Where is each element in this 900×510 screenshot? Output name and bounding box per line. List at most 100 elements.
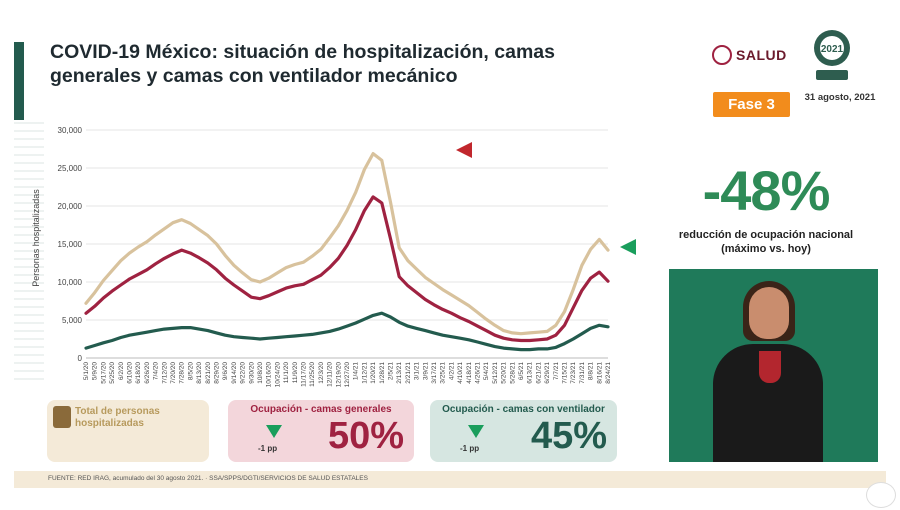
x-tick-label: 6/10/20 — [127, 362, 134, 384]
x-tick-label: 5/12/21 — [492, 362, 499, 384]
card-percentage: 50% — [327, 415, 404, 457]
series-line-2 — [84, 311, 610, 352]
salud-logo: SALUD — [712, 44, 794, 66]
x-tick-label: 9/14/20 — [231, 362, 238, 384]
x-tick-label: 8/8/21 — [588, 362, 595, 380]
hospitalization-line-chart: 0 5,000 10,000 15,000 20,000 25,000 30,000 5/1/… — [58, 126, 610, 388]
interpreter-face — [749, 287, 789, 339]
x-tick-label: 1/12/21 — [361, 362, 368, 384]
card-general-beds: Ocupación - camas generales -1 pp 50% — [228, 400, 414, 462]
x-tick-label: 5/17/20 — [100, 362, 107, 384]
x-tick-label: 7/23/21 — [570, 362, 577, 384]
x-tick-label: 12/27/20 — [344, 362, 351, 388]
x-tick-label: 3/9/21 — [422, 362, 429, 380]
card-title: Ocupación - camas con ventilador — [442, 404, 605, 415]
x-tick-label: 2/21/21 — [405, 362, 412, 384]
x-tick-label: 7/28/20 — [179, 362, 186, 384]
x-tick-label: 1/28/21 — [379, 362, 386, 384]
x-tick-label: 5/20/21 — [501, 362, 508, 384]
x-tick-label: 7/12/20 — [161, 362, 168, 384]
x-tick-label: 4/26/21 — [475, 362, 482, 384]
svg-text:2021: 2021 — [821, 44, 844, 55]
x-tick-label: 7/31/21 — [579, 362, 586, 384]
x-tick-label: 6/2/20 — [118, 362, 125, 380]
y-tick-label: 0 — [78, 354, 83, 363]
x-tick-label: 6/18/20 — [135, 362, 142, 384]
x-tick-label: 8/21/20 — [205, 362, 212, 384]
card-total-hospitalized: Total de personas hospitalizadas — [47, 400, 209, 462]
phase-badge: Fase 3 — [713, 92, 790, 117]
series-line-1 — [84, 195, 610, 343]
x-tick-label: 7/20/20 — [170, 362, 177, 384]
x-tick-label: 6/13/21 — [527, 362, 534, 384]
report-date: 31 agosto, 2021 — [804, 92, 876, 103]
x-tick-label: 8/16/21 — [596, 362, 603, 384]
x-tick-label: 7/15/21 — [562, 362, 569, 384]
x-tick-label: 6/29/21 — [544, 362, 551, 384]
headline-percentage: -48% — [702, 159, 831, 222]
x-tick-label: 3/25/21 — [440, 362, 447, 384]
x-tick-label: 11/25/20 — [309, 362, 316, 387]
x-tick-label: 4/2/21 — [448, 362, 455, 380]
x-tick-label: 6/26/20 — [144, 362, 151, 384]
x-tick-label: 1/20/21 — [370, 362, 377, 384]
x-tick-label: 3/1/21 — [414, 362, 421, 380]
sign-language-interpreter-video — [669, 269, 878, 462]
x-tick-label: 6/21/21 — [535, 362, 542, 384]
card-title: Total de personas hospitalizadas — [75, 406, 160, 429]
y-tick-label: 25,000 — [58, 164, 83, 173]
x-tick-label: 9/30/20 — [248, 362, 255, 384]
x-tick-label: 12/3/20 — [318, 362, 325, 384]
x-tick-label: 1/4/21 — [353, 362, 360, 380]
x-tick-label: 2/5/21 — [388, 362, 395, 380]
x-tick-label: 5/4/21 — [483, 362, 490, 380]
x-tick-label: 5/25/20 — [109, 362, 116, 384]
y-tick-label: 20,000 — [58, 202, 83, 211]
x-tick-label: 5/1/20 — [83, 362, 90, 380]
x-tick-label: 7/7/21 — [553, 362, 560, 380]
x-tick-label: 11/9/20 — [292, 362, 299, 384]
peak-marker-arrow — [456, 142, 472, 158]
interpreter-shirt — [759, 351, 781, 383]
card-title: Ocupación - camas generales — [250, 404, 392, 415]
x-tick-label: 12/19/20 — [335, 362, 342, 388]
series-line-0 — [84, 152, 610, 336]
current-marker-arrow — [620, 239, 636, 255]
x-tick-label: 9/22/20 — [240, 362, 247, 384]
down-triangle-icon — [468, 425, 484, 438]
x-tick-label: 6/5/21 — [518, 362, 525, 380]
decorative-pattern — [14, 120, 44, 380]
people-icon — [53, 406, 71, 428]
y-tick-label: 15,000 — [58, 240, 83, 249]
x-tick-label: 8/29/20 — [214, 362, 221, 384]
x-tick-label: 9/6/20 — [222, 362, 229, 380]
down-triangle-icon — [266, 425, 282, 438]
headline-description: reducción de ocupación nacional (máximo … — [678, 229, 854, 255]
card-change: -1 pp — [258, 444, 278, 453]
x-tick-label: 7/4/20 — [153, 362, 160, 380]
x-tick-label: 5/28/21 — [509, 362, 516, 384]
footer-source: FUENTE: RED IRAG, acumulado del 30 agost… — [14, 471, 886, 488]
x-tick-label: 11/1/20 — [283, 362, 290, 384]
salud-logo-text: SALUD — [736, 47, 787, 63]
x-tick-label: 10/24/20 — [274, 362, 281, 388]
title-accent-bar — [14, 42, 24, 120]
x-tick-label: 2/13/21 — [396, 362, 403, 384]
y-tick-label: 5,000 — [62, 316, 83, 325]
x-tick-label: 3/17/21 — [431, 362, 438, 384]
x-tick-label: 10/16/20 — [266, 362, 273, 388]
x-tick-label: 11/17/20 — [301, 362, 308, 387]
footer-text: FUENTE: RED IRAG, acumulado del 30 agost… — [48, 475, 368, 482]
card-change: -1 pp — [460, 444, 480, 453]
card-ventilator-beds: Ocupación - camas con ventilador -1 pp 4… — [430, 400, 617, 462]
card-percentage: 45% — [530, 415, 607, 457]
seal-icon — [712, 45, 732, 65]
x-tick-label: 8/24/21 — [605, 362, 610, 384]
x-tick-label: 4/10/21 — [457, 362, 464, 384]
y-tick-label: 10,000 — [58, 278, 83, 287]
page-title: COVID-19 México: situación de hospitaliz… — [50, 41, 555, 87]
mexico-2021-logo: 2021 — [814, 30, 850, 80]
y-tick-label: 30,000 — [58, 126, 83, 135]
x-tick-label: 12/11/20 — [327, 362, 334, 387]
x-tick-label: 8/5/20 — [187, 362, 194, 380]
